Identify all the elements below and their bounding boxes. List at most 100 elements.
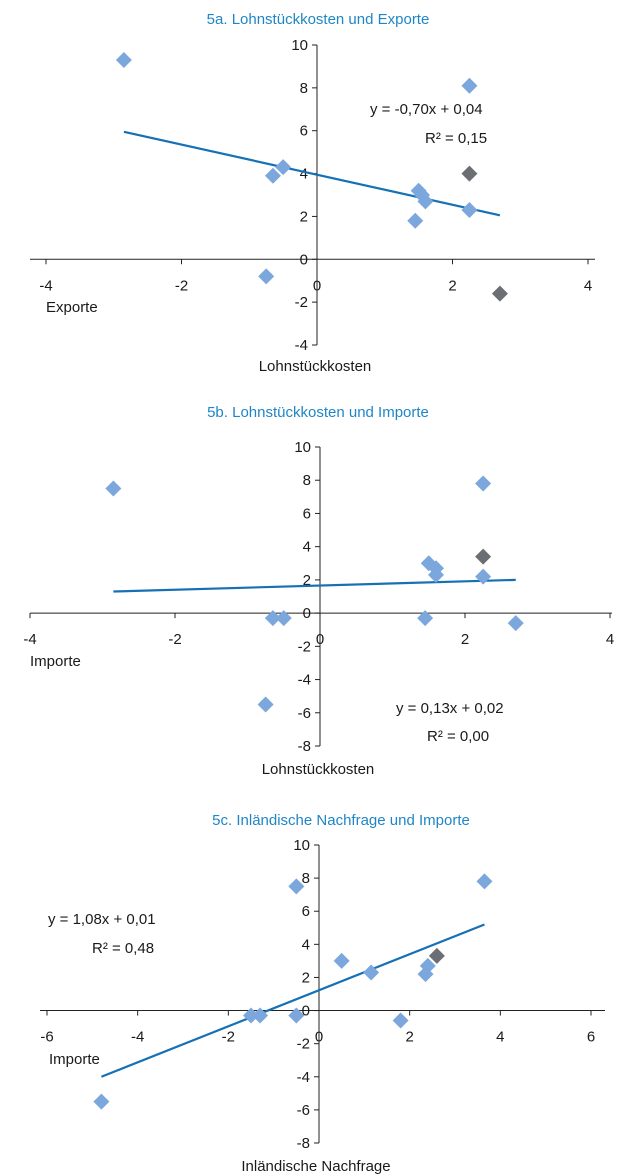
chart-5b-data-point (475, 475, 492, 492)
chart-5c-y-tick-label: 6 (302, 903, 310, 920)
chart-5a-x-tick-label: 0 (313, 277, 321, 294)
chart-5a-data-point (115, 52, 132, 68)
chart-5a-x-tick-label: -4 (39, 277, 52, 294)
chart-5a-y-label: Exporte (46, 299, 98, 316)
chart-5b-y-tick-label: 4 (303, 539, 311, 556)
chart-5c-axes (40, 845, 605, 1143)
chart-5a: 5a. Lohnstückkosten und Exporte 1086420-… (30, 11, 595, 375)
chart-5a-y-tick-label: 6 (300, 123, 308, 140)
chart-5b-x-tick-label: -4 (23, 631, 36, 648)
chart-5b-points (105, 475, 524, 713)
chart-5a-axes (30, 45, 595, 345)
chart-5b-data-point (105, 480, 122, 497)
chart-5a-x-ticks: -4 -2 0 2 4 (39, 259, 592, 294)
chart-5b: 5b. Lohnstückkosten und Importe 1086420-… (23, 404, 614, 778)
chart-5b-y-tick-label: -6 (298, 705, 311, 722)
chart-5c-data-point (288, 1007, 305, 1024)
chart-5b-trendline (113, 578, 516, 593)
chart-5a-data-point (417, 193, 434, 210)
chart-5c-x-tick-label: 4 (496, 1029, 504, 1046)
chart-5c-x-tick-label: 2 (405, 1029, 413, 1046)
chart-5a-data-point (275, 159, 292, 176)
chart-5b-y-tick-label: 10 (294, 439, 311, 456)
chart-5c-x-label: Inländische Nachfrage (241, 1158, 390, 1175)
chart-5b-highlight-point (475, 548, 492, 565)
chart-5b-equation: y = 0,13x + 0,02 (396, 700, 504, 717)
chart-5b-x-tick-label: -2 (168, 631, 181, 648)
chart-5b-data-point (507, 615, 524, 632)
chart-5b-data-point (428, 566, 444, 583)
chart-5c-data-point (417, 966, 434, 983)
chart-5a-y-tick-label: 10 (291, 37, 308, 54)
chart-5c-x-tick-label: -6 (40, 1029, 53, 1046)
chart-5b-data-point (275, 610, 292, 627)
chart-5a-y-tick-label: 4 (300, 166, 308, 183)
chart-5c-points (93, 873, 493, 1110)
chart-5c-data-point (363, 964, 380, 981)
chart-5a-y-tick-label: 2 (300, 208, 308, 225)
chart-5c-y-tick-label: 10 (293, 837, 310, 854)
chart-5b-data-point (475, 568, 492, 585)
chart-5c-y-tick-label: 4 (302, 936, 310, 953)
chart-5c-x-tick-label: 6 (587, 1029, 595, 1046)
chart-5a-data-point (264, 167, 281, 184)
chart-5b-y-ticks: 10 8 6 4 2 0 -2 -4 -6 -8 (294, 439, 320, 755)
chart-5b-title: 5b. Lohnstückkosten und Importe (207, 404, 429, 421)
chart-5a-equation: y = -0,70x + 0,04 (370, 101, 483, 118)
chart-5b-y-tick-label: 8 (303, 472, 311, 489)
chart-5a-title: 5a. Lohnstückkosten und Exporte (207, 11, 430, 28)
chart-5c-y-tick-label: -4 (297, 1069, 310, 1086)
chart-5c-y-ticks: 10 8 6 4 2 0 -2 -4 -6 -8 (293, 837, 319, 1152)
chart-5a-points (115, 52, 508, 302)
chart-5c-title: 5c. Inländische Nachfrage und Importe (212, 812, 470, 829)
chart-5a-highlight-point (461, 165, 478, 182)
chart-5a-x-tick-label: -2 (175, 277, 188, 294)
chart-5a-r2: R² = 0,15 (425, 130, 487, 147)
chart-5c-data-point (392, 1012, 409, 1029)
chart-5c-y-tick-label: 8 (302, 870, 310, 887)
chart-5c: 5c. Inländische Nachfrage und Importe 10… (40, 812, 605, 1175)
chart-5b-y-tick-label: 0 (303, 605, 311, 622)
chart-5b-data-point (264, 610, 281, 627)
chart-5c-trendline (100, 923, 485, 1078)
chart-5a-y-tick-label: -4 (295, 337, 308, 354)
chart-5c-data-point (243, 1007, 259, 1024)
chart-5c-data-point (252, 1007, 269, 1024)
chart-5a-x-tick-label: 4 (584, 277, 592, 294)
chart-5c-equation: y = 1,08x + 0,01 (48, 911, 156, 928)
chart-5c-data-point (333, 952, 350, 969)
chart-5b-x-label: Lohnstückkosten (262, 761, 375, 778)
chart-5b-data-point (417, 610, 434, 627)
chart-5a-data-point (407, 212, 424, 229)
chart-5c-highlight-point (428, 947, 445, 964)
chart-5c-x-tick-label: -4 (131, 1029, 144, 1046)
chart-5c-x-tick-label: 0 (315, 1029, 323, 1046)
chart-5b-y-tick-label: 2 (303, 572, 311, 589)
chart-5c-data-point (476, 873, 493, 890)
chart-5b-x-ticks: -4 -2 0 2 4 (23, 613, 614, 648)
chart-5a-y-tick-label: 8 (300, 80, 308, 97)
chart-5c-y-tick-label: -8 (297, 1135, 310, 1152)
chart-5c-data-point (288, 878, 305, 895)
chart-5b-x-tick-label: 2 (461, 631, 469, 648)
chart-5b-y-label: Importe (30, 653, 81, 670)
chart-5c-r2: R² = 0,48 (92, 940, 154, 957)
chart-5b-r2: R² = 0,00 (427, 728, 489, 745)
chart-5a-data-point (258, 268, 275, 285)
chart-5c-y-tick-label: 0 (302, 1003, 310, 1020)
chart-5a-highlight-point (491, 285, 508, 302)
chart-5b-x-tick-label: 4 (606, 631, 614, 648)
chart-5c-y-tick-label: 2 (302, 969, 310, 986)
chart-5a-x-label: Lohnstückkosten (259, 358, 372, 375)
chart-5a-data-point (461, 77, 478, 94)
chart-5c-y-tick-label: -2 (297, 1036, 310, 1053)
chart-5b-axes (30, 447, 612, 746)
chart-5c-y-tick-label: -6 (297, 1102, 310, 1119)
chart-5c-y-label: Importe (49, 1051, 100, 1068)
chart-5c-x-ticks: -6 -4 -2 0 2 4 6 (40, 1010, 595, 1046)
chart-5a-y-tick-label: -2 (295, 294, 308, 311)
chart-5a-data-point (461, 202, 478, 218)
chart-5b-y-tick-label: -4 (298, 672, 311, 689)
chart-5a-x-tick-label: 2 (448, 277, 456, 294)
